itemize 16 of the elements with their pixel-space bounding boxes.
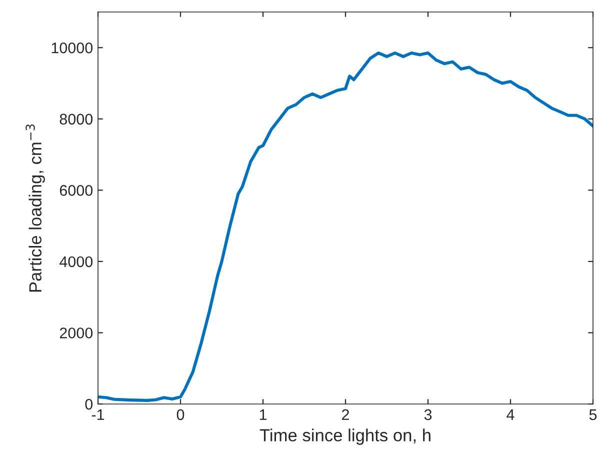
x-tick-label: 5 xyxy=(589,409,597,420)
y-tick-label: 6000 xyxy=(60,185,93,196)
y-tick-label: 10000 xyxy=(52,42,93,54)
x-tick-label: 4 xyxy=(506,409,514,420)
y-tick-label: 0 xyxy=(85,398,93,410)
y-tick-label: 2000 xyxy=(60,328,93,338)
line-series xyxy=(98,51,593,402)
y-axis-title: Particle loading, cm$^{−3}$ xyxy=(26,124,45,292)
x-tick-label: 3 xyxy=(424,409,432,420)
y-tick-label: 8000 xyxy=(60,114,93,125)
x-tick-label: 2 xyxy=(342,409,349,420)
x-tick-label: 1 xyxy=(260,409,267,420)
x-axis-title: Time since lights on, h xyxy=(260,428,430,445)
x-tick-label: -1 xyxy=(92,409,104,420)
x-tick-label: 0 xyxy=(176,409,184,420)
y-tick-label: 4000 xyxy=(60,256,93,268)
